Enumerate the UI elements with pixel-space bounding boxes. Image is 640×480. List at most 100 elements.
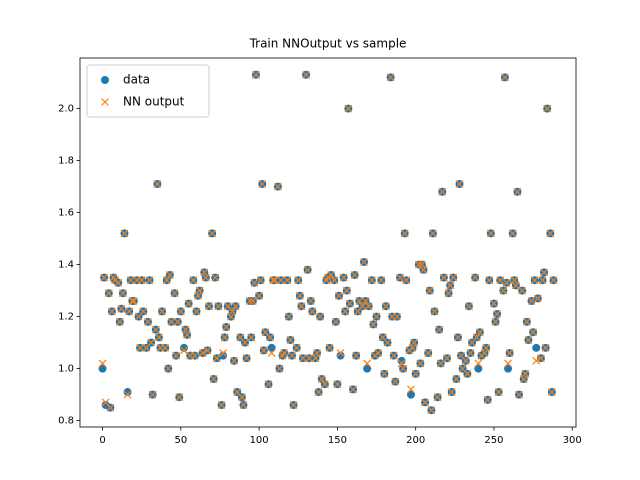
x-marker — [241, 338, 249, 347]
x-marker — [297, 302, 306, 311]
x-marker — [220, 333, 229, 342]
x-marker — [472, 333, 481, 342]
x-marker — [493, 310, 502, 318]
x-marker — [305, 354, 314, 363]
x-marker — [284, 312, 293, 321]
x-marker — [547, 388, 556, 396]
x-marker — [433, 393, 442, 402]
x-marker — [397, 359, 406, 368]
x-marker — [515, 390, 523, 399]
y-tick-label: 1.0 — [58, 364, 74, 375]
x-marker — [250, 278, 259, 287]
x-marker — [333, 380, 342, 389]
x-marker — [209, 375, 218, 383]
x-marker — [292, 343, 301, 352]
x-marker — [382, 302, 390, 311]
x-marker — [360, 258, 368, 266]
x-marker — [496, 276, 505, 285]
dot — [336, 351, 345, 360]
x-marker — [125, 307, 134, 316]
x-marker — [217, 401, 226, 409]
x-marker — [227, 312, 235, 321]
legend-label: data — [123, 73, 150, 87]
x-marker — [399, 364, 408, 373]
x-marker — [219, 349, 228, 357]
x-marker — [277, 276, 285, 285]
x-marker — [201, 273, 210, 282]
x-marker — [428, 229, 437, 238]
x-marker — [430, 307, 439, 316]
x-marker — [211, 273, 220, 282]
x-marker — [435, 325, 444, 334]
x-marker — [480, 349, 489, 357]
x-marker — [212, 354, 221, 363]
x-marker — [144, 317, 152, 326]
x-marker — [118, 289, 127, 298]
x-marker — [532, 356, 541, 365]
x-marker — [485, 276, 494, 285]
x-marker — [529, 328, 538, 337]
x-marker — [270, 276, 279, 285]
x-marker — [269, 276, 278, 285]
x-marker — [358, 302, 367, 311]
x-marker — [245, 297, 254, 305]
dot — [363, 364, 372, 373]
dot — [532, 343, 541, 352]
dot — [397, 356, 406, 365]
x-marker — [416, 359, 425, 368]
x-marker — [273, 182, 282, 191]
x-marker — [303, 265, 312, 274]
x-marker — [126, 276, 135, 285]
x-marker — [248, 297, 257, 305]
x-marker — [183, 330, 192, 339]
x-marker — [475, 328, 484, 337]
legend: data NN output — [86, 64, 210, 118]
x-marker — [483, 395, 492, 404]
x-marker — [521, 369, 530, 378]
x-marker — [524, 336, 533, 344]
x-marker — [447, 388, 456, 396]
x-marker — [115, 317, 124, 326]
dot — [98, 364, 107, 373]
x-marker — [474, 359, 483, 368]
x-marker — [537, 354, 545, 363]
x-marker — [391, 377, 400, 386]
y-tick-label: 1.2 — [58, 312, 74, 323]
x-marker — [518, 286, 527, 295]
x-marker — [407, 385, 415, 394]
x-marker — [129, 297, 138, 305]
x-marker — [264, 380, 273, 389]
x-marker — [252, 70, 260, 79]
x-marker — [151, 325, 160, 334]
x-marker — [280, 349, 289, 357]
x-marker — [502, 278, 511, 287]
x-marker — [203, 346, 212, 355]
x-marker — [335, 291, 343, 300]
x-marker — [176, 307, 185, 316]
x-marker — [181, 325, 190, 334]
dot — [474, 364, 483, 373]
x-marker — [255, 291, 264, 300]
x-marker — [120, 229, 129, 238]
x-marker — [522, 317, 531, 326]
x-marker — [386, 73, 395, 82]
x-marker — [139, 307, 148, 316]
x-marker — [530, 276, 539, 285]
x-marker — [308, 307, 317, 316]
x-marker — [128, 297, 137, 305]
x-marker — [540, 268, 548, 277]
x-marker — [454, 333, 462, 342]
x-marker — [256, 276, 265, 285]
x-marker — [137, 276, 146, 285]
x-marker — [374, 349, 383, 357]
x-marker — [184, 299, 193, 308]
x-marker — [175, 393, 184, 402]
x-marker — [510, 276, 519, 285]
x-marker — [490, 299, 498, 308]
x-marker — [288, 351, 296, 360]
dot — [123, 388, 132, 397]
x-marker — [392, 312, 401, 321]
x-marker — [317, 375, 326, 383]
x-marker — [344, 104, 353, 113]
